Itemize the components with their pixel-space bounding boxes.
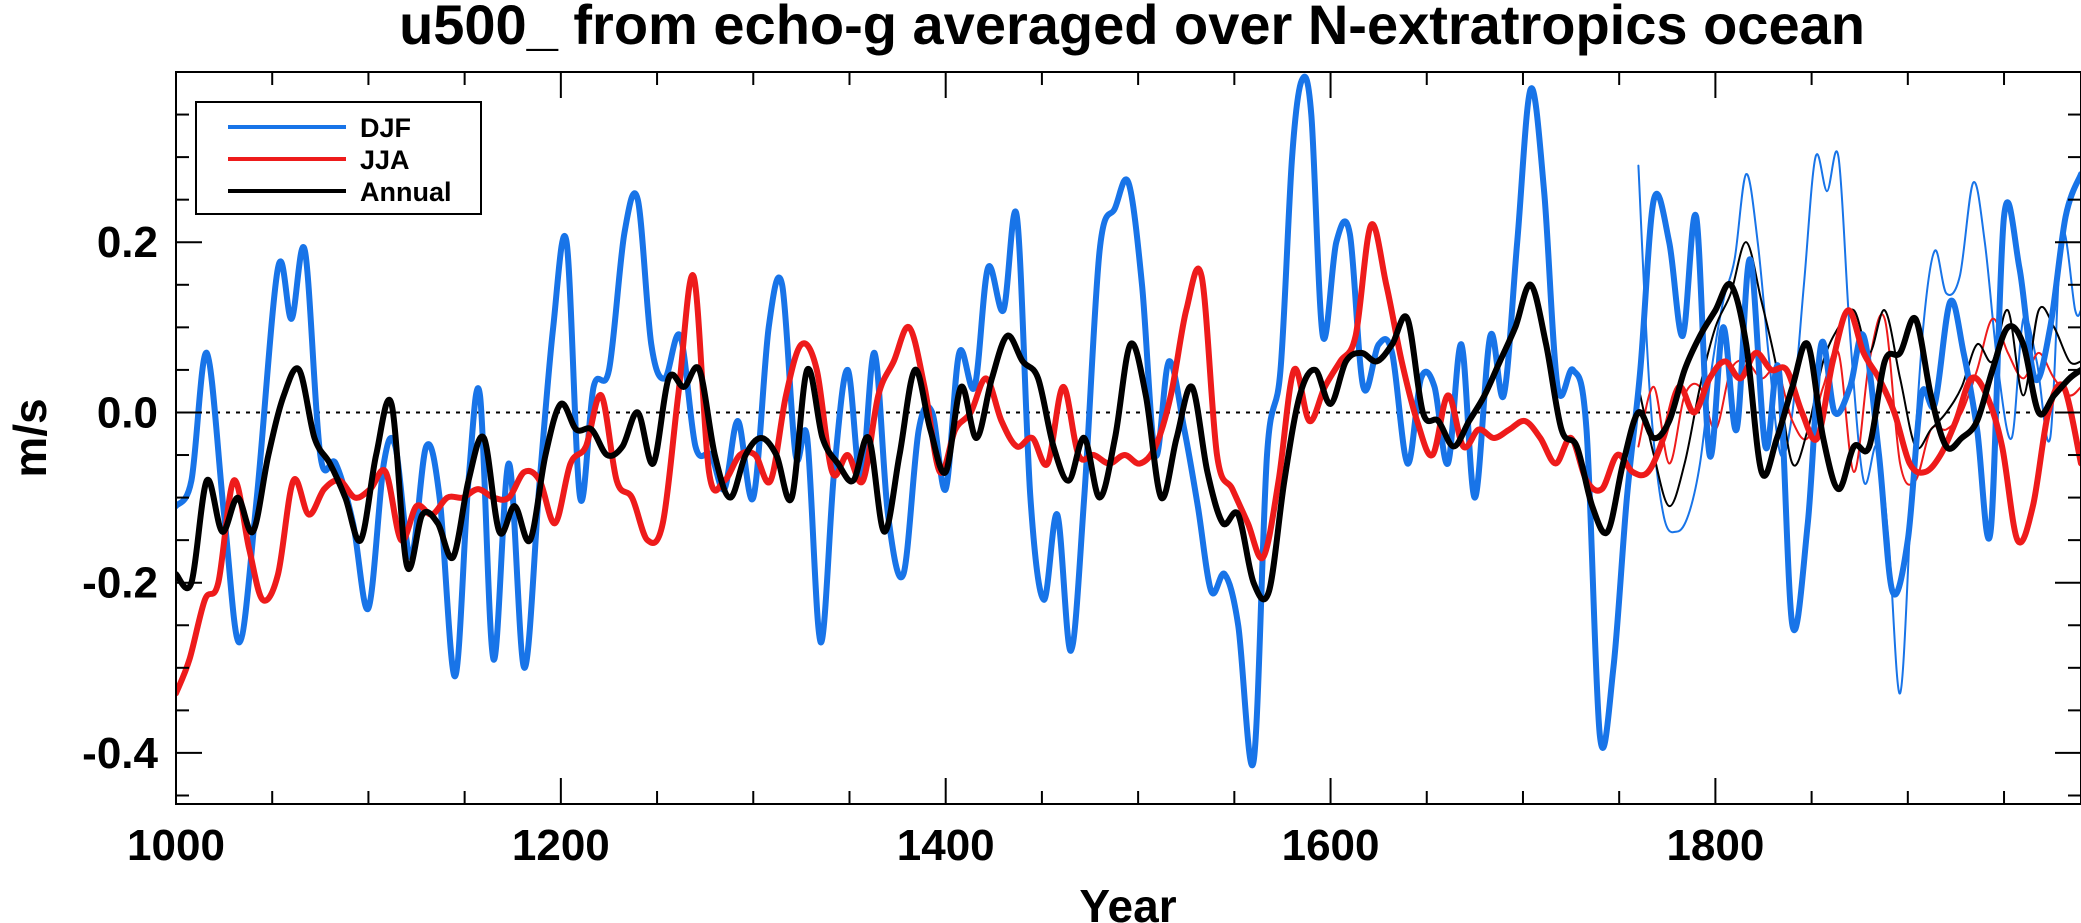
series-line-annual (176, 280, 2081, 603)
x-tick-label: 1000 (127, 821, 225, 870)
legend-label: JJA (360, 145, 410, 175)
x-tick-label: 1600 (1282, 821, 1380, 870)
x-tick-label: 1200 (512, 821, 610, 870)
y-tick-label: 0.2 (97, 218, 158, 267)
legend-label: Annual (360, 177, 452, 207)
x-axis-title: Year (1079, 880, 1176, 923)
series-line-djf (176, 73, 2081, 769)
x-tick-label: 1800 (1666, 821, 1764, 870)
y-axis-title: m/s (4, 398, 56, 477)
y-tick-label: -0.4 (82, 729, 158, 778)
series-line-djf-thin (1637, 150, 2081, 695)
chart-title: u500_ from echo-g averaged over N-extrat… (399, 0, 1865, 56)
y-tick-label: 0.0 (97, 388, 158, 437)
series-layer (176, 73, 2081, 769)
x-tick-label: 1400 (897, 821, 995, 870)
x-axis: 1000 1200 1400 1600 1800 (127, 72, 2006, 870)
plot-frame (175, 71, 2081, 805)
y-axis: 0.2 0.0 -0.2 -0.4 (82, 113, 2081, 797)
y-tick-label: -0.2 (82, 559, 158, 608)
legend-label: DJF (360, 113, 411, 143)
